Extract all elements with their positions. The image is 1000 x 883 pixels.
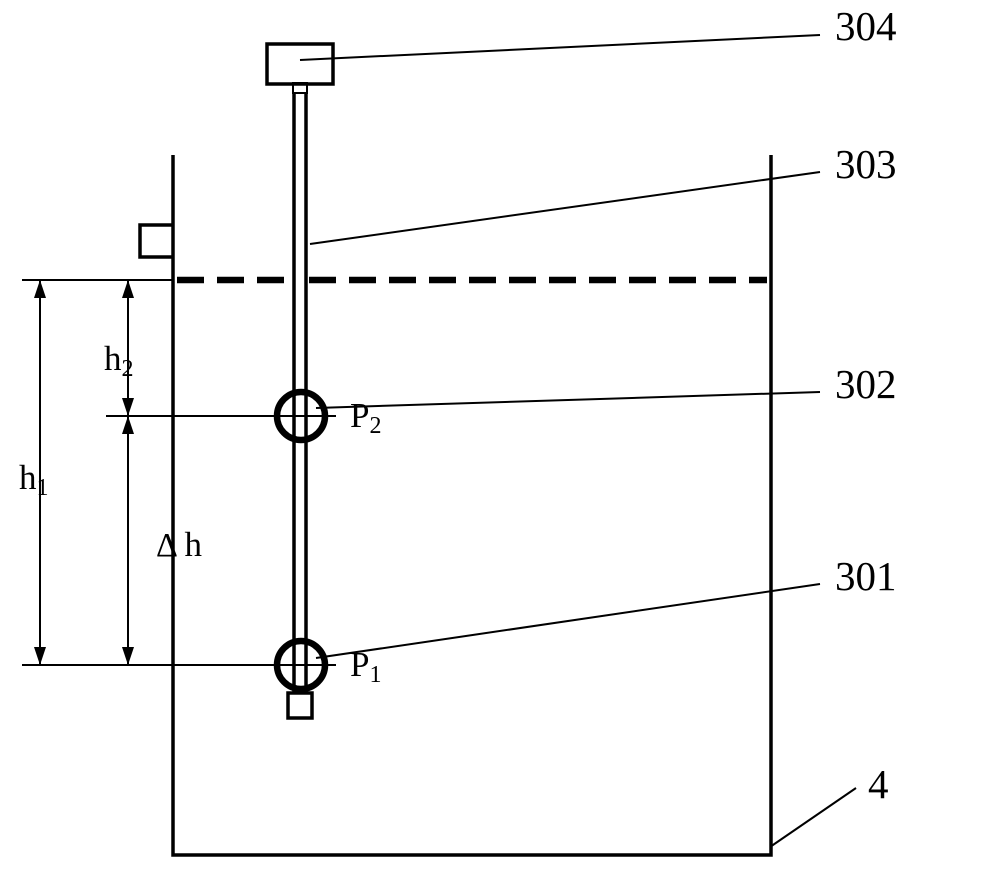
- label-p2: P2: [350, 396, 381, 439]
- label-dh: Δ h: [156, 525, 203, 564]
- leader-num_301: [316, 584, 820, 658]
- leader-num_4: [770, 788, 856, 847]
- dim-dh-arrow-top: [122, 416, 134, 434]
- dim-h2-arrow-bot: [122, 398, 134, 416]
- label-h2: h2: [104, 339, 134, 382]
- leader-num_302: [316, 392, 820, 408]
- label-303: 303: [835, 141, 897, 187]
- dim-h1-arrow-bot: [34, 647, 46, 665]
- leader-num_304: [300, 35, 820, 60]
- label-4: 4: [868, 761, 889, 807]
- label-p1: P1: [350, 645, 381, 688]
- rod-handle: [267, 44, 333, 84]
- dim-h1-arrow-top: [34, 280, 46, 298]
- label-304: 304: [835, 3, 897, 49]
- label-302: 302: [835, 361, 897, 407]
- label-301: 301: [835, 553, 897, 599]
- container-body: [173, 155, 771, 855]
- container-inlet: [140, 225, 174, 257]
- rod-foot: [288, 693, 312, 718]
- label-h1: h1: [19, 458, 49, 501]
- leader-num_303: [310, 172, 820, 244]
- dim-h2-arrow-top: [122, 280, 134, 298]
- dim-dh-arrow-bot: [122, 647, 134, 665]
